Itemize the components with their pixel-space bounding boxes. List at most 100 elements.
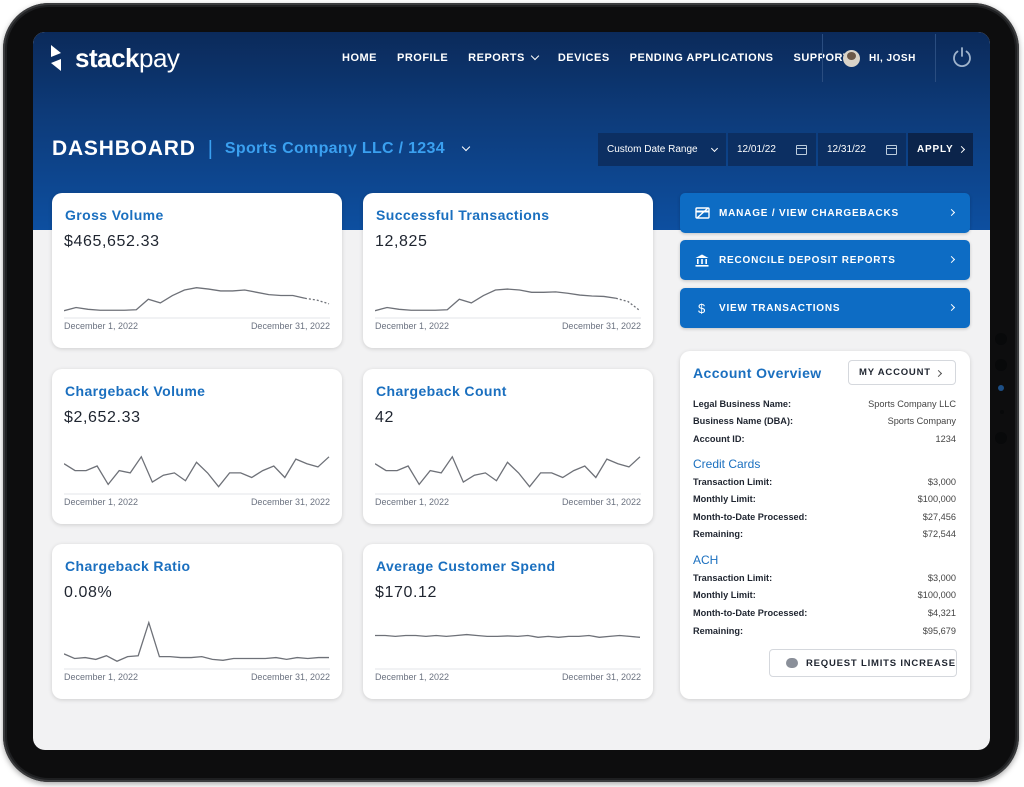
power-icon[interactable] — [951, 46, 973, 68]
reconcile-deposit-reports-button[interactable]: RECONCILE DEPOSIT REPORTS — [680, 240, 970, 280]
dollar-icon: $ — [697, 300, 707, 316]
row-label: Account ID: — [693, 434, 745, 444]
company-selector[interactable]: Sports Company LLC / 1234 — [224, 140, 445, 157]
side-button — [995, 432, 1007, 444]
kpi-end-date: December 31, 2022 — [561, 497, 641, 507]
credit-cards-heading: Credit Cards — [693, 457, 761, 471]
nav-devices[interactable]: DEVICES — [557, 52, 610, 64]
nav-support[interactable]: SUPPORT — [794, 52, 851, 64]
bank-icon — [694, 252, 710, 268]
nav-pending-applications[interactable]: PENDING APPLICATIONS — [629, 52, 774, 64]
sparkline-line — [375, 633, 641, 638]
kpi-title: Chargeback Volume — [65, 383, 206, 399]
ach-monthly-limit-row: Monthly Limit: $100,000 — [693, 590, 956, 604]
logo-mark-icon — [51, 45, 61, 71]
date-filters: Custom Date Range 12/01/22 12/31/22 APPL… — [598, 133, 973, 166]
sparkline-chart — [375, 633, 641, 670]
kpi-value: 0.08% — [64, 584, 113, 601]
main-menu: HOME PROFILE REPORTS DEVICES PENDING APP… — [342, 32, 870, 84]
nav-reports[interactable]: REPORTS — [468, 51, 540, 64]
kpi-end-date: December 31, 2022 — [250, 497, 330, 507]
kpi-end-date: December 31, 2022 — [561, 672, 641, 682]
row-label: Month-to-Date Processed: — [693, 608, 808, 618]
date-range-value: Custom Date Range — [607, 144, 698, 155]
ach-transaction-limit-row: Transaction Limit: $3,000 — [693, 573, 956, 587]
start-date-field[interactable]: 12/01/22 — [728, 133, 816, 166]
kpi-end-date: December 31, 2022 — [250, 321, 330, 331]
kpi-title: Average Customer Spend — [376, 558, 556, 574]
request-limits-increase-button[interactable]: REQUEST LIMITS INCREASE — [769, 649, 957, 677]
sparkline-chart — [375, 288, 641, 319]
sparkline-line — [64, 620, 329, 662]
chevron-down-icon[interactable] — [461, 142, 471, 152]
row-label: Remaining: — [693, 626, 744, 636]
view-transactions-button[interactable]: $ VIEW TRANSACTIONS — [680, 288, 970, 328]
row-label: Transaction Limit: — [693, 573, 773, 583]
side-button — [995, 333, 1007, 345]
sparkline-chart — [64, 620, 330, 670]
sparkline-chart — [64, 455, 330, 495]
action-label: MANAGE / VIEW CHARGEBACKS — [719, 207, 900, 219]
row-value: $27,456 — [922, 512, 956, 522]
kpi-card-chargeback-count[interactable]: Chargeback Count 42 December 1, 2022 Dec… — [363, 369, 653, 524]
row-value: $100,000 — [917, 494, 956, 504]
kpi-title: Chargeback Ratio — [65, 558, 191, 574]
my-account-label: MY ACCOUNT — [859, 367, 931, 378]
avatar — [843, 49, 860, 67]
action-label: VIEW TRANSACTIONS — [719, 302, 841, 314]
row-value: Sports Company LLC — [868, 399, 956, 409]
ach-mtd-processed-row: Month-to-Date Processed: $4,321 — [693, 608, 956, 622]
request-label: REQUEST LIMITS INCREASE — [806, 657, 956, 669]
chargeback-icon — [694, 205, 710, 221]
kpi-title: Chargeback Count — [376, 383, 507, 399]
row-label: Month-to-Date Processed: — [693, 512, 808, 522]
row-value: Sports Company — [887, 416, 956, 426]
stackpay-logo[interactable]: stackpay — [45, 42, 180, 74]
kpi-card-gross-volume[interactable]: Gross Volume $465,652.33 December 1, 202… — [52, 193, 342, 348]
cc-transaction-limit-row: Transaction Limit: $3,000 — [693, 477, 956, 491]
chevron-down-icon — [710, 144, 719, 152]
chevron-right-icon — [947, 255, 956, 264]
user-menu[interactable]: HI, JOSH — [843, 32, 916, 84]
apply-button[interactable]: APPLY — [908, 133, 973, 166]
sparkline-line — [375, 455, 641, 488]
kpi-value: $170.12 — [375, 584, 438, 601]
row-label: Business Name (DBA): — [693, 416, 794, 426]
end-date-value: 12/31/22 — [827, 144, 866, 155]
kpi-card-successful-transactions[interactable]: Successful Transactions 12,825 December … — [363, 193, 653, 348]
manage-chargebacks-button[interactable]: MANAGE / VIEW CHARGEBACKS — [680, 193, 970, 233]
calendar-icon — [796, 144, 807, 155]
top-navigation: stackpay HOME PROFILE REPORTS DEVICES PE… — [33, 32, 990, 84]
nav-divider — [935, 34, 936, 82]
user-greeting: HI, JOSH — [869, 52, 916, 64]
row-value: $3,000 — [927, 573, 956, 583]
calendar-icon — [886, 144, 897, 155]
nav-profile[interactable]: PROFILE — [397, 52, 449, 64]
row-label: Remaining: — [693, 529, 744, 539]
kpi-title: Gross Volume — [65, 207, 164, 223]
ach-remaining-row: Remaining: $95,679 — [693, 626, 956, 640]
action-label: RECONCILE DEPOSIT REPORTS — [719, 254, 896, 266]
nav-home[interactable]: HOME — [342, 52, 377, 64]
kpi-start-date: December 1, 2022 — [64, 321, 139, 331]
kpi-start-date: December 1, 2022 — [375, 321, 450, 331]
kpi-value: 42 — [375, 409, 394, 426]
end-date-field[interactable]: 12/31/22 — [818, 133, 906, 166]
kpi-card-chargeback-volume[interactable]: Chargeback Volume $2,652.33 December 1, … — [52, 369, 342, 524]
row-label: Legal Business Name: — [693, 399, 792, 409]
kpi-start-date: December 1, 2022 — [375, 672, 450, 682]
kpi-card-chargeback-ratio[interactable]: Chargeback Ratio 0.08% December 1, 2022 … — [52, 544, 342, 699]
chat-bubble-icon — [786, 658, 798, 668]
account-id-row: Account ID: 1234 — [693, 434, 956, 448]
row-value: $72,544 — [922, 529, 956, 539]
sparkline-line — [375, 288, 617, 312]
chevron-right-icon — [947, 303, 956, 312]
app-screen: stackpay HOME PROFILE REPORTS DEVICES PE… — [33, 32, 990, 750]
date-range-select[interactable]: Custom Date Range — [598, 133, 726, 166]
my-account-button[interactable]: MY ACCOUNT — [848, 360, 956, 385]
cc-monthly-limit-row: Monthly Limit: $100,000 — [693, 494, 956, 508]
dba-row: Business Name (DBA): Sports Company — [693, 416, 956, 430]
kpi-value: $2,652.33 — [64, 409, 141, 426]
kpi-card-average-customer-spend[interactable]: Average Customer Spend $170.12 December … — [363, 544, 653, 699]
row-value: $3,000 — [927, 477, 956, 487]
